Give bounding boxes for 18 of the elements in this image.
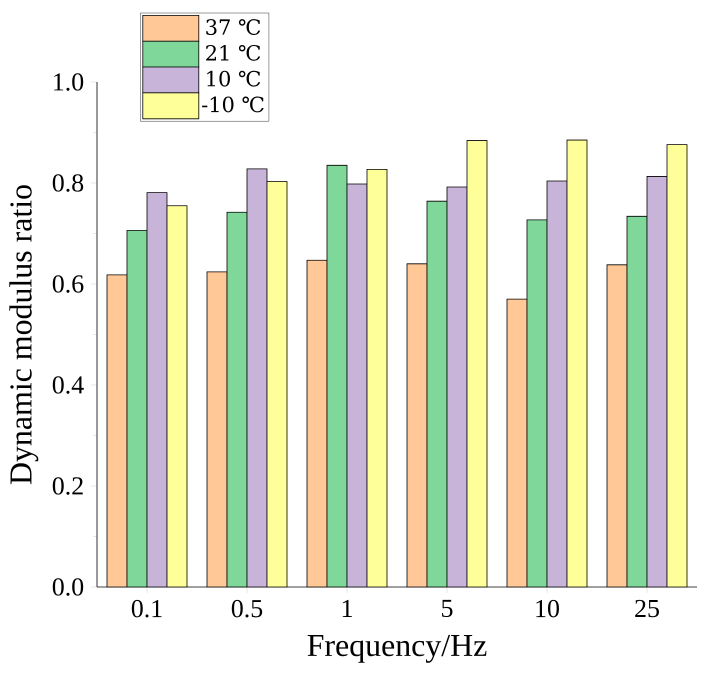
y-tick-label: 0.2 [52,477,83,495]
x-tick-label: 1 [342,600,352,617]
x-axis-title: Frequency/Hz [308,634,486,663]
x-tick-label: 5 [442,600,452,618]
legend-label: -10 ℃ [202,96,264,112]
x-tick-label: 25 [635,600,659,618]
y-tick-label: 0.6 [52,275,84,293]
y-tick-label: 0.8 [52,174,84,192]
y-tick-label: 0.4 [52,376,84,394]
y-tick-label: 1.0 [54,73,84,91]
y-axis-title: Dynamic modulus ratio [9,185,38,484]
y-tick-label: 0.0 [52,578,84,596]
x-tick-label: 0.1 [132,600,162,618]
legend-label: 37 ℃ [206,19,260,35]
legend-label: 10 ℃ [207,70,260,87]
x-tick-label: 0.5 [232,600,262,618]
x-tick-label: 10 [536,600,559,618]
legend-label: 21 ℃ [206,44,260,61]
